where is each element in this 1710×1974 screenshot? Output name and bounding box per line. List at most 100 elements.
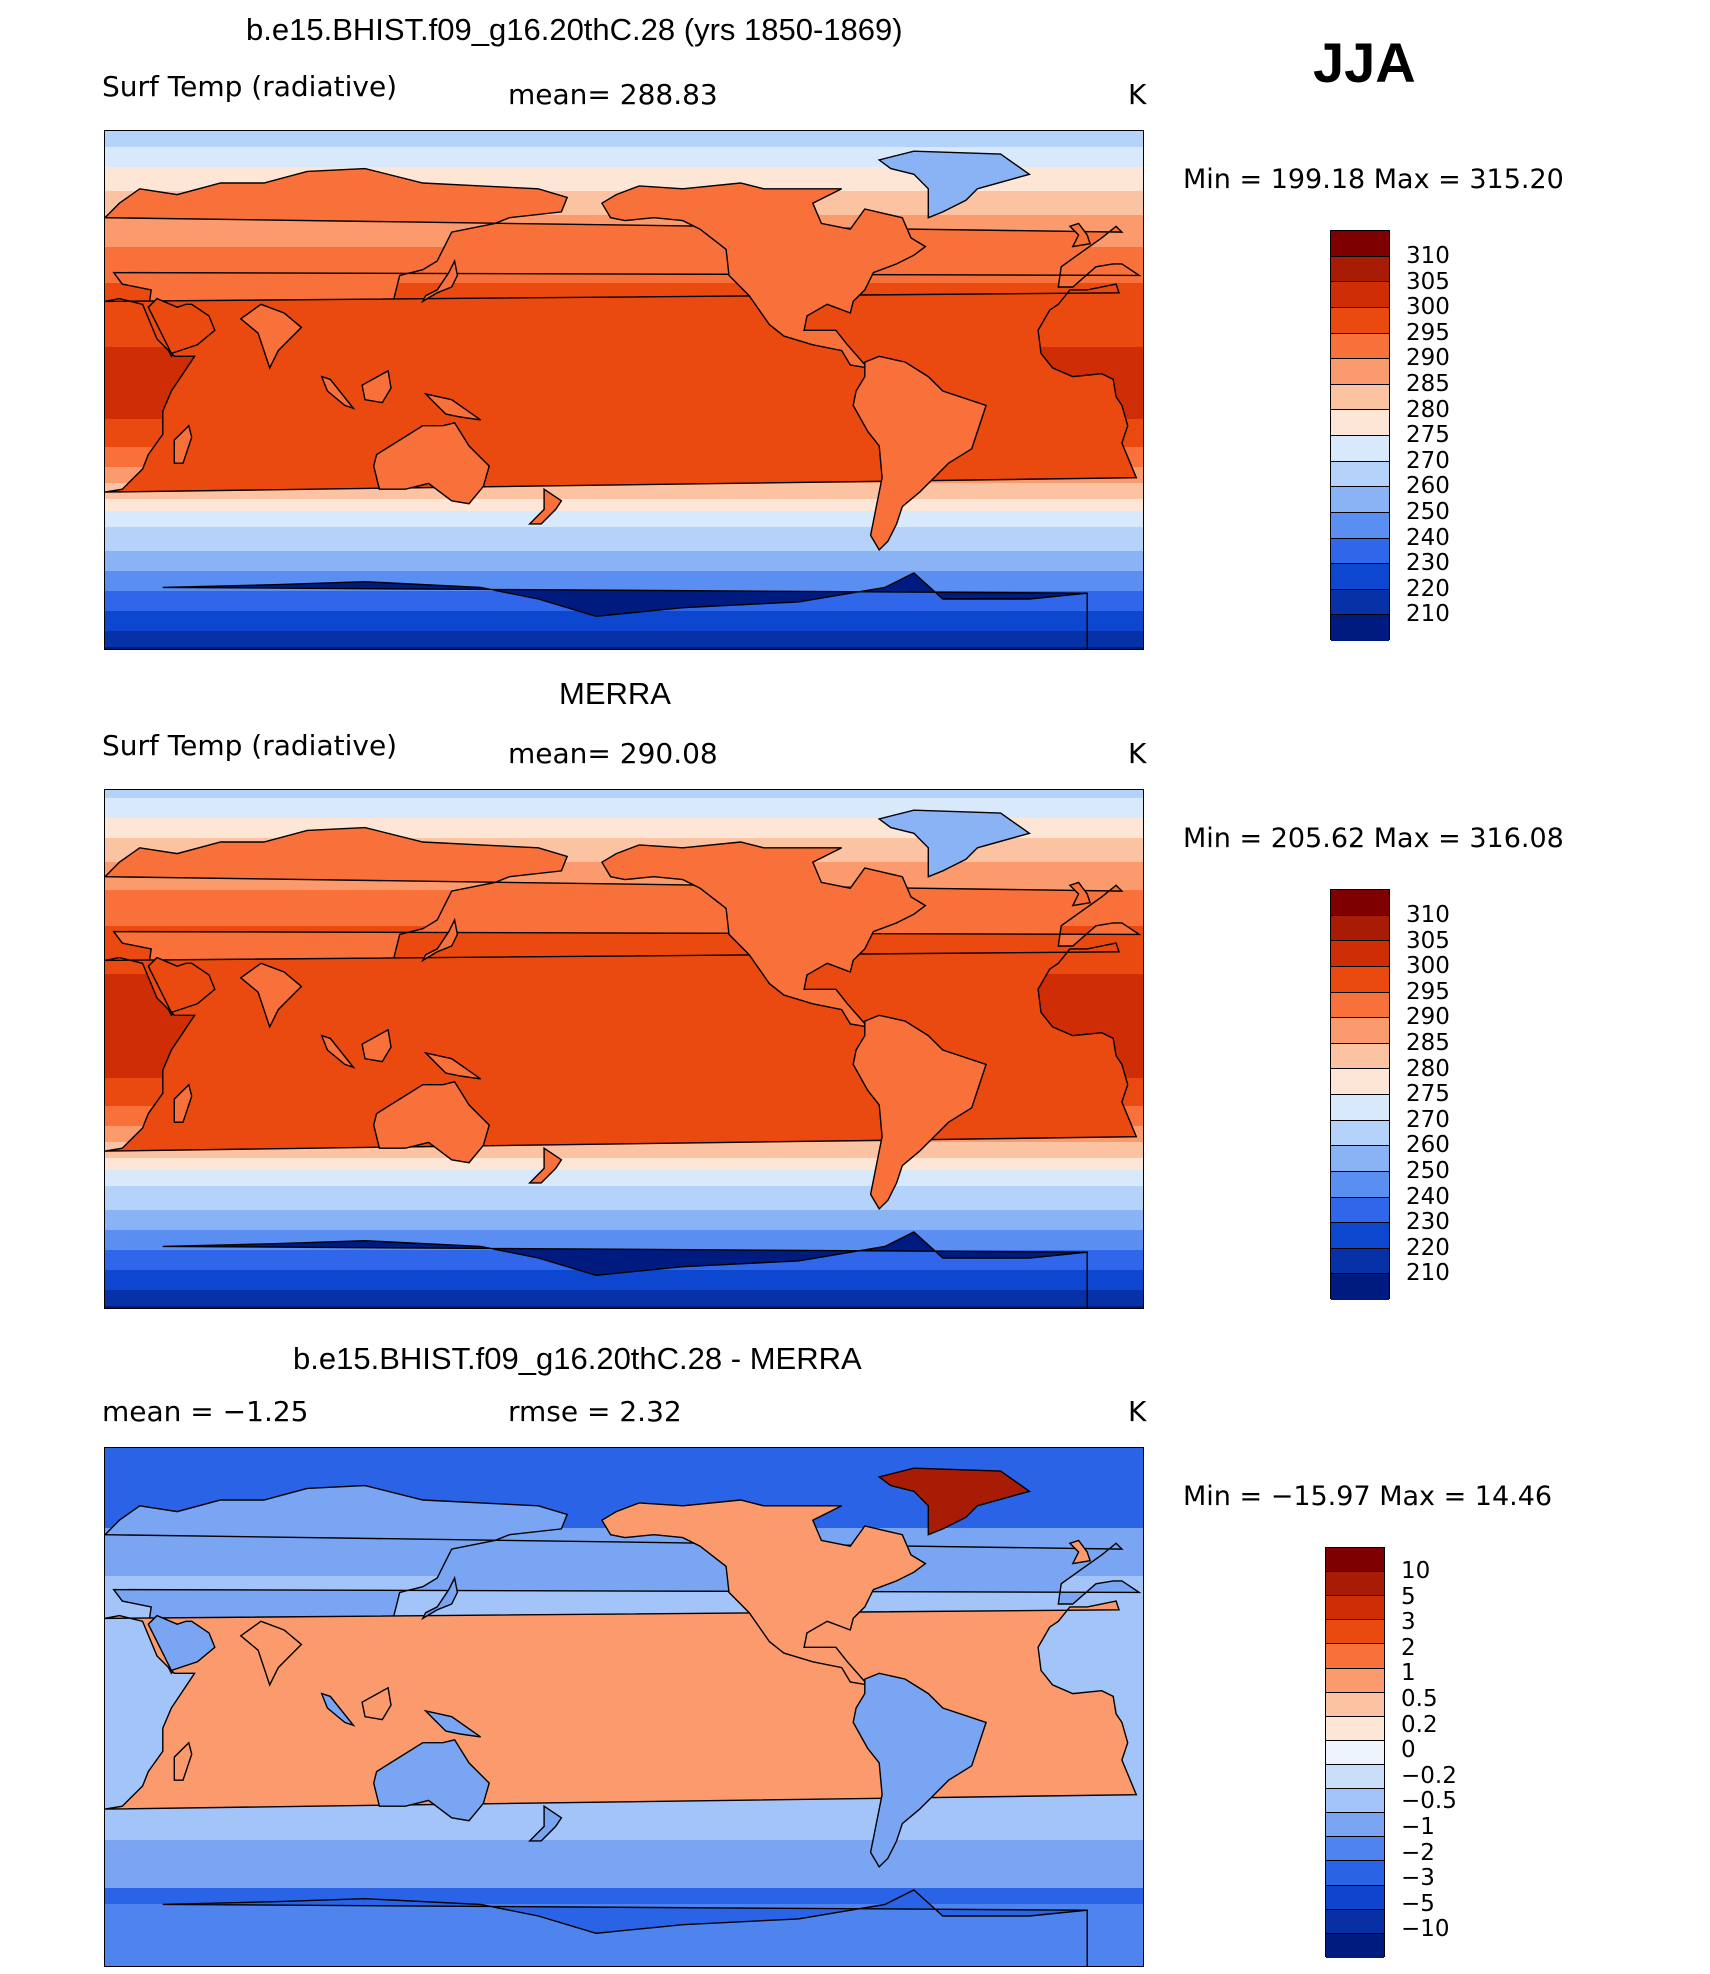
contour-band xyxy=(105,810,1143,815)
colorbar-swatch xyxy=(1331,941,1389,967)
contour-band xyxy=(105,1868,1143,1873)
colorbar-label: 300 xyxy=(1406,953,1450,980)
contour-band xyxy=(105,934,1143,939)
contour-band xyxy=(105,1298,1143,1303)
contour-band xyxy=(105,1876,1143,1881)
contour-band xyxy=(105,491,1143,496)
contour-band xyxy=(105,1504,1143,1509)
colorbar-swatch xyxy=(1331,992,1389,1019)
panel-3-colorbar-labels: 10 5 3 2 1 0.5 0.2 0 −0.2 −0.5 −1 −2 −3 −5 −10 xyxy=(1401,1558,1457,1943)
colorbar-swatch xyxy=(1331,1095,1389,1121)
contour-band xyxy=(105,135,1143,140)
colorbar-swatch xyxy=(1326,1837,1384,1862)
contour-band xyxy=(105,1816,1143,1821)
contour-band xyxy=(105,1960,1143,1965)
colorbar-label: 305 xyxy=(1406,268,1450,295)
panel-2-min-max: Min = 205.62 Max = 316.08 xyxy=(1183,823,1564,854)
colorbar-label: 305 xyxy=(1406,927,1450,954)
contour-band xyxy=(105,1150,1143,1155)
colorbar-swatch xyxy=(1326,1644,1384,1669)
colorbar-label: 270 xyxy=(1406,1106,1450,1133)
map-field xyxy=(105,131,1143,649)
colorbar-swatch xyxy=(1331,538,1389,565)
contour-band xyxy=(105,842,1143,847)
colorbar-swatch xyxy=(1326,1692,1384,1717)
land-outline xyxy=(421,258,459,304)
contour-band xyxy=(105,1964,1143,1966)
colorbar-swatch xyxy=(1326,1596,1384,1621)
contour-band xyxy=(105,1488,1143,1493)
land-outline xyxy=(877,1467,1032,1536)
contour-band xyxy=(105,1218,1143,1223)
panel-3-units: K xyxy=(1128,1395,1147,1428)
colorbar-label: 230 xyxy=(1406,1209,1450,1236)
colorbar-swatch xyxy=(1331,461,1389,488)
contour-band xyxy=(105,551,1143,556)
contour-band xyxy=(105,1226,1143,1231)
land-outline xyxy=(372,1738,490,1822)
contour-band xyxy=(105,1888,1143,1893)
colorbar-swatch xyxy=(1326,1716,1384,1741)
contour-band xyxy=(105,155,1143,160)
contour-band xyxy=(105,1604,1143,1609)
season-label: JJA xyxy=(1313,31,1416,94)
colorbar-swatch xyxy=(1331,359,1389,385)
contour-band xyxy=(105,639,1143,644)
land-outline xyxy=(600,182,927,369)
contour-band xyxy=(105,547,1143,552)
contour-band xyxy=(105,1452,1143,1457)
land-outline xyxy=(421,1575,459,1621)
contour-band xyxy=(105,631,1143,636)
contour-band xyxy=(105,171,1143,176)
contour-band xyxy=(105,942,1143,947)
colorbar-swatch xyxy=(1331,1120,1389,1147)
contour-band xyxy=(105,798,1143,803)
contour-band xyxy=(105,1864,1143,1869)
colorbar-swatch xyxy=(1326,1789,1384,1814)
contour-band xyxy=(105,1306,1143,1308)
colorbar-label: 210 xyxy=(1406,601,1450,628)
land-outline xyxy=(528,1146,563,1184)
land-outline xyxy=(600,841,927,1028)
land-outline xyxy=(423,1709,482,1738)
contour-band xyxy=(105,1808,1143,1813)
contour-band xyxy=(105,1294,1143,1299)
contour-band xyxy=(105,1174,1143,1179)
contour-band xyxy=(105,1856,1143,1861)
contour-band xyxy=(105,1190,1143,1195)
contour-band xyxy=(105,838,1143,843)
panel-3-mean: mean = −1.25 xyxy=(102,1395,309,1428)
contour-band xyxy=(105,1476,1143,1481)
contour-band xyxy=(105,587,1143,592)
colorbar-swatch xyxy=(1331,256,1389,283)
colorbar-swatch xyxy=(1326,1861,1384,1886)
land-outline xyxy=(421,917,459,963)
panel-1-variable: Surf Temp (radiative) xyxy=(102,70,398,103)
contour-band xyxy=(105,1484,1143,1489)
contour-band xyxy=(105,1592,1143,1597)
colorbar-label: 310 xyxy=(1406,902,1450,928)
contour-band xyxy=(105,1210,1143,1215)
colorbar-swatch xyxy=(1331,384,1389,411)
contour-band xyxy=(105,563,1143,568)
panel-3-title: b.e15.BHIST.f09_g16.20thC.28 - MERRA xyxy=(293,1341,862,1376)
contour-band xyxy=(105,1162,1143,1167)
contour-band xyxy=(105,283,1143,288)
contour-band xyxy=(105,1202,1143,1207)
contour-band xyxy=(105,1848,1143,1853)
land-outline xyxy=(877,809,1032,878)
colorbar-swatch xyxy=(1331,231,1389,257)
contour-band xyxy=(105,1448,1143,1453)
contour-band xyxy=(105,1282,1143,1287)
panel-2-units: K xyxy=(1128,737,1147,770)
contour-band xyxy=(105,1892,1143,1897)
contour-band xyxy=(105,1948,1143,1953)
panel-3-colorbar xyxy=(1325,1547,1385,1958)
contour-band xyxy=(105,1536,1143,1541)
colorbar-swatch xyxy=(1331,1069,1389,1095)
colorbar-swatch xyxy=(1331,487,1389,513)
land-outline xyxy=(320,1692,356,1727)
contour-band xyxy=(105,519,1143,524)
land-outline xyxy=(162,1231,1088,1308)
land-outline xyxy=(162,572,1088,649)
